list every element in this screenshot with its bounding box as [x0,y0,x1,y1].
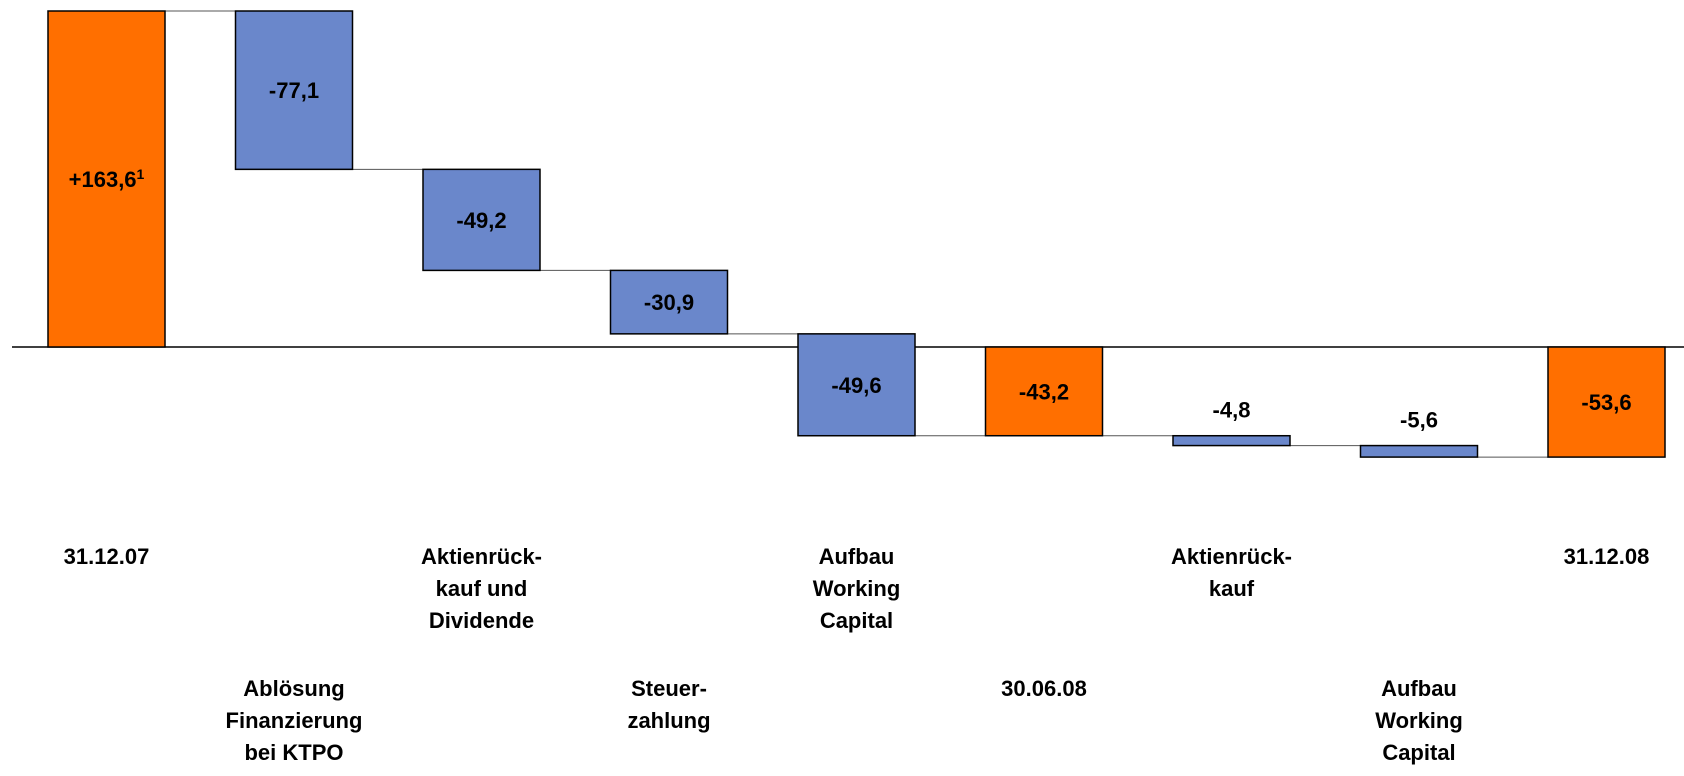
total-bar [47,10,166,348]
value-label: -43,2 [1019,379,1069,404]
step-bar [234,10,354,171]
category-label: Aktienrück-kauf [1171,544,1292,601]
value-label: -49,2 [456,208,506,233]
category-label: 31.12.07 [64,544,150,569]
value-label: -49,6 [831,373,881,398]
step-bar [609,269,729,335]
value-label: -30,9 [644,290,694,315]
step-bar [422,168,541,272]
step-bar [1359,444,1479,458]
value-label: +163,61 [69,166,145,192]
category-label: Ablösung Finanzierung bei KTPO [226,676,363,765]
category-label: Aufbau Working Capital [813,544,901,633]
total-bar [1547,346,1666,458]
category-label: 31.12.08 [1564,544,1650,569]
value-label: -77,1 [269,78,319,103]
total-bar [984,346,1104,437]
value-label: -53,6 [1581,390,1631,415]
category-label: Aktienrück-kauf und Dividende [421,544,542,633]
footnote-marker: 1 [137,166,145,182]
category-label: 30.06.08 [1001,676,1087,701]
category-label: Steuer-zahlung [627,676,710,733]
value-label: -4,8 [1213,398,1251,423]
category-label: Aufbau Working Capital [1375,676,1463,765]
value-label: -5,6 [1400,408,1438,433]
step-bar [1172,434,1291,447]
step-bar [797,333,916,437]
